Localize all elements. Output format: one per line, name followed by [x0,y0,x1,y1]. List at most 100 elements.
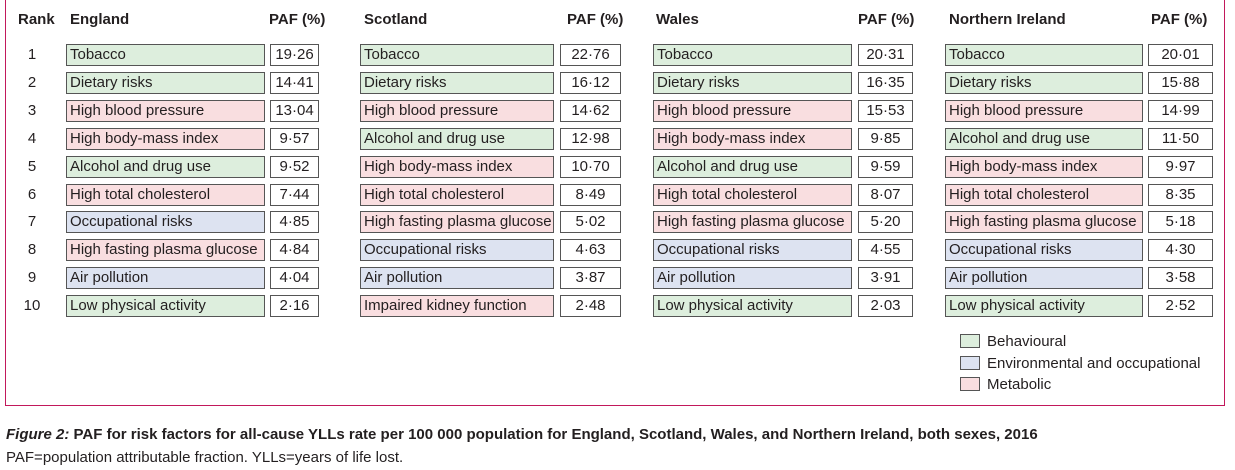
risk-factor-cell: High body-mass index [66,127,265,150]
paf-value-cell: 14·99 [1148,99,1213,122]
paf-value-cell: 8·35 [1148,183,1213,206]
figure-caption: Figure 2: PAF for risk factors for all-c… [6,425,1038,445]
country-header: England [70,11,130,28]
paf-value-cell: 9·85 [858,127,913,150]
figure-footnote: PAF=population attributable fraction. YL… [6,449,404,466]
risk-factor-cell: Tobacco [360,44,554,66]
legend-swatch [960,355,980,370]
risk-factor-cell: Dietary risks [66,71,265,94]
paf-value-cell: 2·52 [1148,295,1213,318]
paf-value-cell: 12·98 [560,127,621,150]
paf-value-cell: 16·35 [858,71,913,94]
risk-factor-cell: Dietary risks [945,71,1143,94]
figure-frame [5,0,1225,406]
rank-number: 6 [27,185,37,203]
paf-value-cell: 9·59 [858,155,913,178]
risk-factor-cell: Occupational risks [945,239,1143,262]
paf-value-cell: 5·20 [858,211,913,234]
risk-factor-cell: High fasting plasma glucose [66,239,265,262]
risk-factor-cell: High total cholesterol [360,183,554,206]
legend-item: Environmental and occupational [960,355,1200,373]
risk-factor-cell: Air pollution [66,267,265,290]
risk-factor-cell: Occupational risks [360,239,554,262]
paf-value-cell: 3·58 [1148,267,1213,290]
legend-item: Metabolic [960,376,1051,394]
risk-factor-cell: High blood pressure [945,99,1143,122]
risk-factor-cell: High total cholesterol [945,183,1143,206]
paf-value-cell: 22·76 [560,44,621,66]
rank-number: 10 [23,297,41,315]
risk-factor-cell: Tobacco [653,44,852,66]
risk-factor-cell: High fasting plasma glucose [360,211,554,234]
legend-label: Behavioural [987,333,1067,350]
legend-label: Environmental and occupational [987,354,1201,372]
paf-value-cell: 4·55 [858,239,913,262]
risk-factor-cell: Tobacco [66,44,265,66]
paf-value-cell: 4·84 [270,239,319,262]
risk-factor-cell: High total cholesterol [66,183,265,206]
paf-value-cell: 20·01 [1148,44,1213,66]
rank-number: 8 [27,241,37,259]
risk-factor-cell: Alcohol and drug use [360,127,554,150]
paf-value-cell: 14·62 [560,99,621,122]
risk-factor-cell: High fasting plasma glucose [653,211,852,234]
risk-factor-cell: Alcohol and drug use [66,155,265,178]
risk-factor-cell: Dietary risks [360,71,554,94]
country-header: Northern Ireland [949,11,1066,28]
paf-header: PAF (%) [1151,11,1208,28]
paf-value-cell: 19·26 [270,44,319,66]
paf-value-cell: 20·31 [858,44,913,66]
paf-value-cell: 8·07 [858,183,913,206]
legend-label: Metabolic [987,376,1052,393]
paf-value-cell: 15·88 [1148,71,1213,94]
rank-number: 3 [27,101,37,119]
rank-number: 1 [27,46,37,63]
paf-header: PAF (%) [269,11,326,28]
risk-factor-cell: Occupational risks [653,239,852,262]
risk-factor-cell: High total cholesterol [653,183,852,206]
rank-number: 9 [27,269,37,287]
risk-factor-cell: Tobacco [945,44,1143,66]
paf-value-cell: 2·03 [858,295,913,318]
risk-factor-cell: High blood pressure [653,99,852,122]
paf-value-cell: 8·49 [560,183,621,206]
paf-header: PAF (%) [858,11,915,28]
paf-header: PAF (%) [567,11,624,28]
paf-value-cell: 9·52 [270,155,319,178]
legend-swatch [960,377,980,392]
risk-factor-cell: Occupational risks [66,211,265,234]
paf-value-cell: 4·30 [1148,239,1213,262]
legend-item: Behavioural [960,333,1066,351]
paf-value-cell: 11·50 [1148,127,1213,150]
paf-value-cell: 4·85 [270,211,319,234]
paf-value-cell: 5·18 [1148,211,1213,234]
risk-factor-cell: Low physical activity [66,295,265,318]
paf-value-cell: 15·53 [858,99,913,122]
paf-value-cell: 2·48 [560,295,621,318]
risk-factor-cell: Low physical activity [945,295,1143,318]
risk-factor-cell: High body-mass index [945,155,1143,178]
paf-value-cell: 16·12 [560,71,621,94]
paf-value-cell: 2·16 [270,295,319,318]
risk-factor-cell: Alcohol and drug use [653,155,852,178]
risk-factor-cell: Low physical activity [653,295,852,318]
paf-value-cell: 14·41 [270,71,319,94]
paf-value-cell: 10·70 [560,155,621,178]
risk-factor-cell: High fasting plasma glucose [945,211,1143,234]
legend-swatch [960,334,980,349]
paf-value-cell: 4·04 [270,267,319,290]
risk-factor-cell: Air pollution [360,267,554,290]
rank-number: 7 [27,213,37,231]
risk-factor-cell: Alcohol and drug use [945,127,1143,150]
paf-value-cell: 9·97 [1148,155,1213,178]
figure-title: PAF for risk factors for all-cause YLLs … [73,426,1038,443]
country-header: Wales [656,11,699,28]
risk-factor-cell: Air pollution [945,267,1143,290]
paf-value-cell: 13·04 [270,99,319,122]
rank-header: Rank [18,11,55,28]
risk-factor-cell: High blood pressure [66,99,265,122]
paf-value-cell: 4·63 [560,239,621,262]
risk-factor-cell: High body-mass index [360,155,554,178]
country-header: Scotland [364,11,428,28]
rank-number: 5 [27,157,37,175]
